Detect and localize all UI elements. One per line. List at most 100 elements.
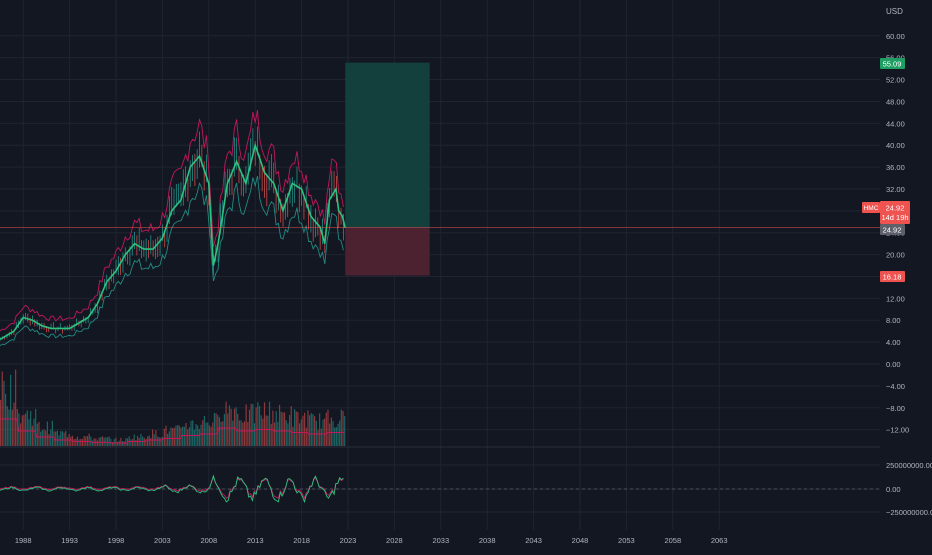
volume-bar xyxy=(25,413,27,446)
osc-tick-label: −250000000.00 xyxy=(886,508,932,517)
volume-bar xyxy=(30,411,32,446)
volume-bar xyxy=(260,415,262,446)
price-tick-label: −12.00 xyxy=(886,426,909,435)
volume-bar xyxy=(0,399,2,446)
stop-price-badge: 16.18 xyxy=(880,271,905,282)
volume-bar xyxy=(28,419,30,446)
volume-bar xyxy=(302,415,304,446)
volume-bar xyxy=(41,430,43,446)
volume-bar xyxy=(232,420,234,446)
volume-bar xyxy=(262,418,264,446)
volume-bar xyxy=(263,402,266,446)
volume-bar xyxy=(297,412,299,446)
volume-bar xyxy=(45,430,47,446)
currency-label: USD xyxy=(886,7,903,16)
svg-text:16.18: 16.18 xyxy=(883,273,902,282)
volume-bar xyxy=(335,427,337,446)
volume-bar xyxy=(172,428,174,446)
volume-bar xyxy=(6,406,8,446)
volume-bar xyxy=(100,436,102,446)
volume-bar xyxy=(310,413,312,446)
svg-text:14d 19h: 14d 19h xyxy=(881,213,908,222)
svg-text:24.92: 24.92 xyxy=(883,226,902,235)
volume-bar xyxy=(46,421,48,446)
volume-bar xyxy=(105,437,107,446)
price-tick-label: 20.00 xyxy=(886,251,905,260)
volume-bar xyxy=(130,439,132,446)
volume-bar xyxy=(33,418,35,446)
volume-bar xyxy=(11,409,13,446)
price-tick-label: 36.00 xyxy=(886,163,905,172)
volume-bar xyxy=(178,425,180,446)
volume-bar xyxy=(101,436,104,446)
volume-bar xyxy=(192,420,194,446)
volume-bar xyxy=(247,422,249,446)
volume-bar xyxy=(265,415,267,446)
volume-bar xyxy=(295,411,297,446)
volume-bar xyxy=(157,436,159,446)
stop-zone[interactable] xyxy=(345,227,430,276)
volume-bar xyxy=(120,437,122,446)
volume-bar xyxy=(278,404,281,446)
time-tick-label: 2033 xyxy=(432,536,449,545)
volume-bar xyxy=(146,436,149,446)
volume-bar xyxy=(78,439,80,446)
volume-bar xyxy=(275,411,277,446)
volume-bar xyxy=(110,438,112,446)
volume-bar xyxy=(227,413,229,446)
volume-bar xyxy=(66,436,69,446)
volume-bar xyxy=(322,419,324,446)
volume-bar xyxy=(317,429,319,446)
volume-bar xyxy=(167,433,169,446)
volume-bar xyxy=(175,425,177,446)
volume-bar xyxy=(198,429,200,446)
volume-bar xyxy=(15,369,17,446)
price-tick-label: 60.00 xyxy=(886,32,905,41)
time-tick-label: 2058 xyxy=(664,536,681,545)
volume-bar xyxy=(208,425,210,446)
volume-bar xyxy=(319,413,321,446)
volume-bar xyxy=(258,406,261,446)
volume-bar xyxy=(108,436,110,446)
volume-bar xyxy=(185,423,187,446)
volume-bar xyxy=(56,430,58,446)
volume-bar xyxy=(340,409,342,446)
price-tick-label: 40.00 xyxy=(886,141,905,150)
oscillator-axis[interactable]: 250000000.00 0.00 −250000000.00 xyxy=(886,461,932,517)
long-position-tool[interactable] xyxy=(345,62,430,276)
target-price-badge: 55.09 xyxy=(880,58,905,69)
price-tick-label: 48.00 xyxy=(886,97,905,106)
volume-bar xyxy=(155,430,157,446)
volume-bar xyxy=(13,402,15,446)
volume-bar xyxy=(235,407,237,446)
price-tick-label: 0.00 xyxy=(886,360,901,369)
volume-bar xyxy=(282,412,284,446)
volume-bar xyxy=(222,421,224,446)
volume-bar xyxy=(58,435,60,446)
volume-bar xyxy=(80,438,82,446)
volume-bar xyxy=(40,431,42,446)
time-tick-label: 2028 xyxy=(386,536,403,545)
volume-bar xyxy=(299,423,301,446)
time-tick-label: 2063 xyxy=(711,536,728,545)
volume-bar xyxy=(305,427,307,446)
time-tick-label: 1998 xyxy=(108,536,125,545)
time-axis[interactable]: 1988 1993 1998 2003 2008 2013 2018 2023 2028 2033… xyxy=(15,536,728,545)
volume-bar xyxy=(233,408,236,446)
volume-bar xyxy=(245,404,247,446)
volume-bar xyxy=(243,421,246,446)
volume-bar xyxy=(238,420,241,446)
volume-bar xyxy=(293,409,296,446)
target-zone[interactable] xyxy=(345,62,430,228)
volume-bar xyxy=(173,427,175,446)
volume-bar xyxy=(240,420,242,446)
volume-bar xyxy=(190,420,192,446)
oscillator-pane xyxy=(0,474,880,504)
volume-bar xyxy=(31,425,33,446)
volume-bar xyxy=(65,430,67,446)
volume-bar xyxy=(170,427,172,446)
volume-bar xyxy=(160,437,162,446)
volume-bar xyxy=(20,423,22,446)
volume-bar xyxy=(283,412,286,446)
